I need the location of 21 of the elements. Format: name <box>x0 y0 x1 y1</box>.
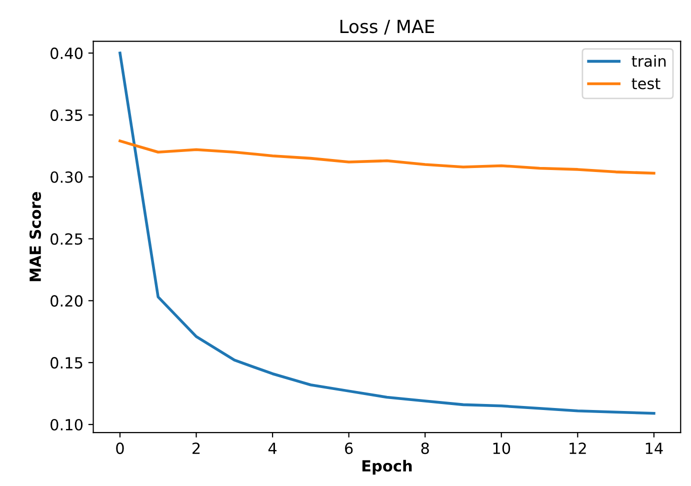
y-tick-label: 0.35 <box>50 109 82 121</box>
y-tick-label: 0.15 <box>50 357 82 369</box>
y-axis-title: MAE Score <box>29 192 42 282</box>
x-tick-label: 8 <box>421 442 429 454</box>
x-tick-label: 6 <box>345 442 353 454</box>
y-tick-label: 0.20 <box>50 295 83 307</box>
x-tick-label: 14 <box>646 442 663 454</box>
x-tick-label: 10 <box>493 442 510 454</box>
x-axis-title: Epoch <box>362 460 412 475</box>
chart-title: Loss / MAE <box>340 20 434 35</box>
line-series <box>118 140 656 175</box>
legend-label: train <box>632 55 666 67</box>
legend-label: test <box>632 78 660 90</box>
x-tick-label: 12 <box>570 442 586 454</box>
x-tick-label: 0 <box>116 442 124 454</box>
y-tick-label: 0.10 <box>50 418 83 431</box>
y-tick-label: 0.25 <box>50 233 82 245</box>
x-tick-label: 2 <box>192 442 200 454</box>
x-tick-label: 4 <box>268 442 277 454</box>
y-tick-label: 0.30 <box>50 171 83 183</box>
y-tick-label: 0.40 <box>50 48 83 60</box>
